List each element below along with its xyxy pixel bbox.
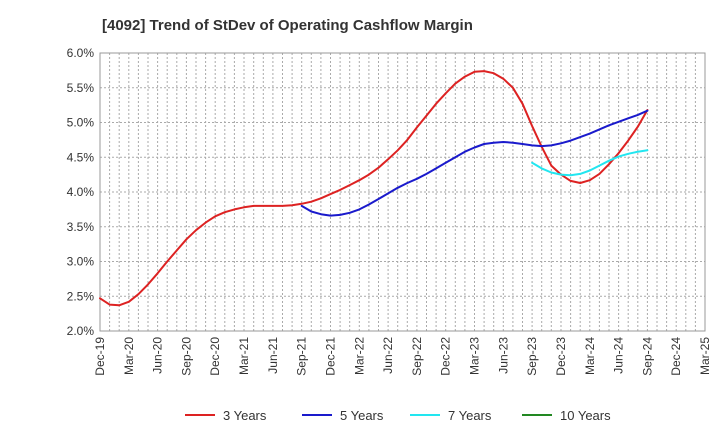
y-axis: 2.0% 2.5% 3.0% 3.5% 4.0% 4.5% 5.0% 5.5% 6.0% bbox=[67, 46, 95, 338]
x-tick-label: Jun-20 bbox=[151, 337, 165, 374]
x-tick-label: Dec-20 bbox=[208, 337, 222, 376]
y-tick-label: 3.0% bbox=[67, 255, 95, 269]
legend-label: 7 Years bbox=[448, 408, 492, 423]
x-tick-label: Mar-20 bbox=[122, 337, 136, 375]
x-tick-label: Dec-19 bbox=[93, 337, 107, 376]
y-tick-label: 2.5% bbox=[67, 289, 95, 303]
chart-title: [4092] Trend of StDev of Operating Cashf… bbox=[102, 17, 473, 34]
x-tick-label: Mar-23 bbox=[468, 337, 482, 375]
x-axis: Dec-19 Mar-20 Jun-20 Sep-20 Dec-20 Mar-21 Jun-… bbox=[93, 337, 712, 376]
y-tick-label: 5.0% bbox=[67, 116, 95, 130]
x-tick-label: Dec-24 bbox=[669, 337, 683, 376]
x-tick-label: Mar-25 bbox=[698, 337, 712, 375]
x-tick-label: Jun-22 bbox=[381, 337, 395, 374]
x-tick-label: Jun-21 bbox=[266, 337, 280, 374]
series-line-2 bbox=[300, 109, 649, 217]
y-tick-label: 2.0% bbox=[67, 324, 95, 338]
x-tick-label: Sep-22 bbox=[410, 337, 424, 376]
y-tick-label: 4.0% bbox=[67, 185, 95, 199]
x-tick-label: Sep-23 bbox=[525, 337, 539, 376]
x-tick-label: Sep-21 bbox=[295, 337, 309, 376]
x-tick-label: Sep-24 bbox=[640, 337, 654, 376]
x-tick-label: Mar-22 bbox=[352, 337, 366, 375]
series-line-3 bbox=[531, 149, 649, 177]
y-tick-label: 6.0% bbox=[67, 46, 95, 60]
x-tick-label: Jun-23 bbox=[496, 337, 510, 374]
x-tick-label: Dec-21 bbox=[324, 337, 338, 376]
x-tick-label: Mar-21 bbox=[237, 337, 251, 375]
x-tick-label: Mar-24 bbox=[583, 337, 597, 375]
x-tick-label: Dec-23 bbox=[554, 337, 568, 376]
series-line-1 bbox=[99, 70, 649, 307]
x-tick-label: Dec-22 bbox=[439, 337, 453, 376]
legend: 3 Years 5 Years 7 Years 10 Years bbox=[185, 408, 611, 423]
legend-label: 3 Years bbox=[223, 408, 267, 423]
x-tick-label: Sep-20 bbox=[179, 337, 193, 376]
plot-frame bbox=[99, 52, 706, 332]
legend-label: 5 Years bbox=[340, 408, 384, 423]
x-tick-label: Jun-24 bbox=[612, 337, 626, 374]
series-lines bbox=[99, 70, 649, 307]
y-tick-label: 4.5% bbox=[67, 150, 95, 164]
y-tick-label: 3.5% bbox=[67, 220, 95, 234]
legend-label: 10 Years bbox=[560, 408, 611, 423]
y-tick-label: 5.5% bbox=[67, 81, 95, 95]
